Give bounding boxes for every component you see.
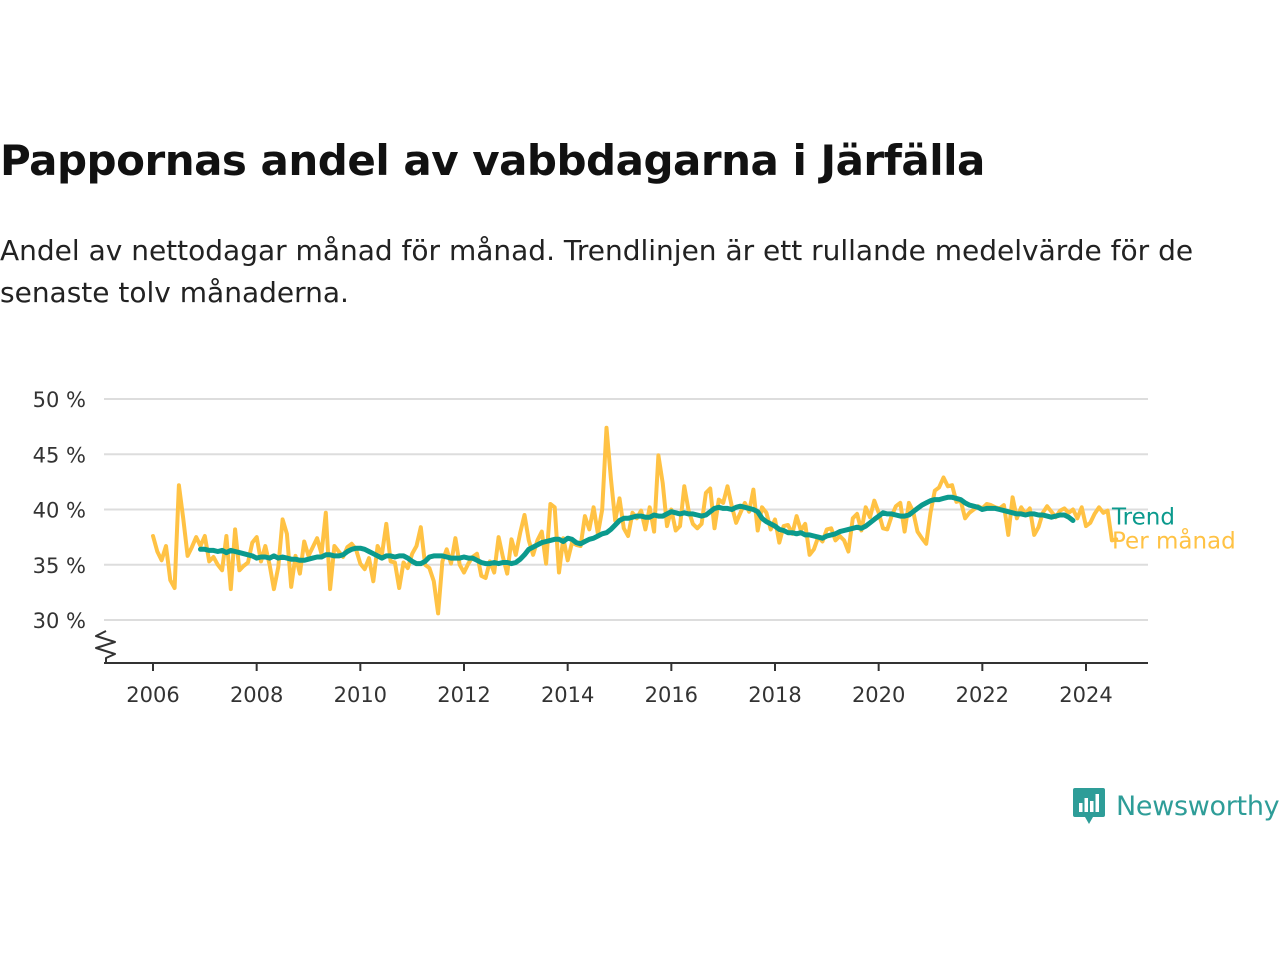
line-chart: 30 % 35 % 40 % 45 % 50 % 2006 2008 2010 2012 201… bbox=[33, 388, 1236, 707]
x-tick-label: 2006 bbox=[126, 683, 179, 707]
y-axis: 30 % 35 % 40 % 45 % 50 % bbox=[33, 388, 116, 663]
y-tick-label: 30 % bbox=[33, 609, 86, 633]
brand-name: Newsworthy bbox=[1116, 790, 1280, 822]
x-tick-label: 2010 bbox=[334, 683, 387, 707]
series-lines bbox=[151, 425, 1119, 616]
y-tick-label: 50 % bbox=[33, 388, 86, 412]
trend-label: Trend bbox=[1111, 505, 1175, 531]
x-tick-label: 2020 bbox=[852, 683, 905, 707]
newsworthy-chart-icon bbox=[1073, 788, 1105, 824]
x-axis: 2006 2008 2010 2012 2014 2016 2018 2020 2022 2024 bbox=[104, 662, 1148, 707]
y-tick-label: 35 % bbox=[33, 554, 86, 578]
chart-subtitle: Andel av nettodagar månad för månad. Tre… bbox=[0, 234, 1194, 309]
monthly-label: Per månad bbox=[1112, 527, 1236, 555]
newsworthy-logo: Newsworthy bbox=[1072, 786, 1280, 826]
y-tick-label: 40 % bbox=[33, 499, 86, 523]
x-tick-label: 2012 bbox=[437, 683, 490, 707]
x-tick-label: 2014 bbox=[541, 683, 594, 707]
axis-break-icon bbox=[95, 630, 116, 663]
chart-title: Pappornas andel av vabbdagarna i Järfäll… bbox=[0, 136, 985, 185]
x-tick-label: 2008 bbox=[230, 683, 283, 707]
y-tick-label: 45 % bbox=[33, 443, 86, 467]
x-tick-label: 2024 bbox=[1059, 683, 1112, 707]
trend-line bbox=[198, 494, 1076, 567]
x-tick-label: 2018 bbox=[748, 683, 801, 707]
x-tick-label: 2016 bbox=[645, 683, 698, 707]
x-tick-label: 2022 bbox=[956, 683, 1009, 707]
monthly-line bbox=[151, 425, 1119, 616]
